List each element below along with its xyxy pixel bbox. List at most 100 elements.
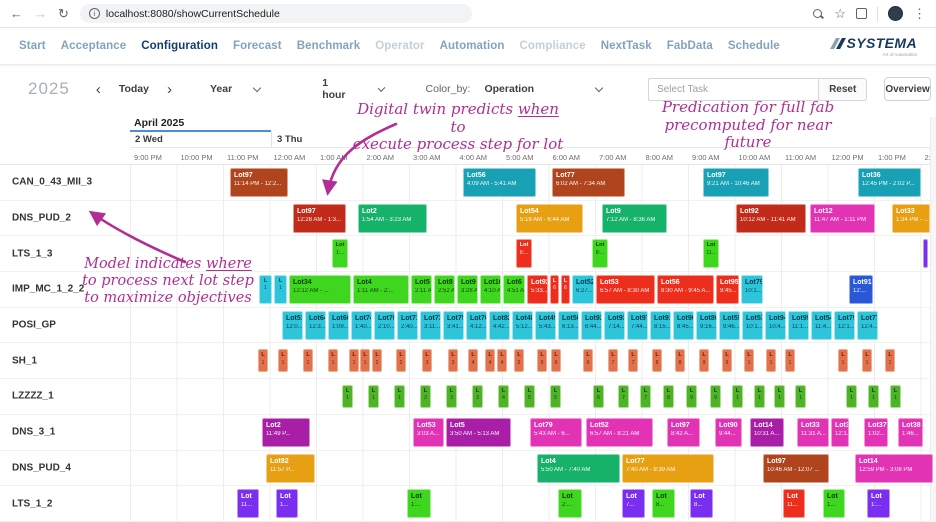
nav-item-benchmark[interactable]: Benchmark (296, 40, 361, 52)
lot-block[interactable]: Lot82 4:42... (489, 310, 510, 340)
nav-item-compliance[interactable]: Compliance (519, 40, 586, 52)
lot-block[interactable]: Lot77 12:4... (857, 310, 878, 340)
lot-block[interactable]: Lot52 6:27... (572, 275, 594, 305)
lot-block[interactable]: Lot97 8:42 A... (667, 417, 700, 447)
lot-block[interactable]: Lot 1... (823, 489, 845, 519)
lot-block[interactable]: Lot 1:... (407, 489, 431, 519)
lot-block[interactable]: Lot92 6:44... (581, 310, 602, 340)
lot-block[interactable]: Lot38 1:46... (898, 417, 923, 447)
reset-button[interactable]: Reset (818, 77, 868, 101)
lot-block[interactable]: Lot91 8:15... (650, 310, 671, 340)
lot-block[interactable]: Lot71 2:40... (397, 310, 418, 340)
lot-block[interactable]: Lot12 11:47 AM - 1:11 PM (810, 203, 875, 233)
lot-block[interactable]: Lot5 3:50 AM - 5:13 AM (446, 417, 511, 447)
lot-block[interactable]: Lot77 6:02 AM - 7:34 AM (552, 168, 625, 197)
lot-block[interactable]: Lot 8:... (592, 239, 608, 269)
lot-block[interactable]: Lot80 9:16... (696, 310, 717, 340)
lot-block[interactable]: Lot2 1:54 AM - 3:23 AM (358, 203, 427, 233)
lot-block[interactable]: Lot53 6:57 AM - 8:30 AM (596, 275, 655, 305)
forward-icon[interactable]: → (34, 6, 47, 21)
nav-item-forecast[interactable]: Forecast (232, 40, 282, 52)
bookmark-star-icon[interactable]: ☆ (834, 6, 846, 21)
lot-block[interactable]: Lot79 5:43 AM - 6... (530, 417, 582, 447)
lot-block[interactable]: Lot66 1:09... (328, 310, 349, 340)
lot-block[interactable]: Lot3612:1... (831, 417, 849, 447)
lot-block[interactable]: Lot92 10:12 AM - 11:41 AM (736, 203, 806, 233)
nav-item-fabdata[interactable]: FabData (666, 40, 713, 52)
lot-block[interactable]: Lot90 8:45... (673, 310, 694, 340)
lot-block[interactable]: Lot2 11:49 P... (262, 417, 310, 447)
address-bar[interactable]: i localhost:8080/showCurrentSchedule (79, 4, 472, 23)
nav-item-nexttask[interactable]: NextTask (600, 40, 652, 52)
next-icon[interactable]: › (166, 80, 172, 98)
lot-block[interactable] (923, 239, 928, 269)
lot-block[interactable]: Lot50 6:13... (558, 310, 579, 340)
reload-icon[interactable]: ↻ (58, 6, 69, 21)
lot-block[interactable]: Lot34 12:12 AM - ... (289, 275, 351, 305)
lot-block[interactable]: Lot54 11:4... (811, 310, 832, 340)
nav-item-acceptance[interactable]: Acceptance (60, 40, 127, 52)
interval-select[interactable]: 1 hour (322, 77, 385, 101)
lot-block[interactable]: Lot70 2:10... (374, 310, 395, 340)
lot-block[interactable]: Lot75 3:41... (443, 310, 464, 340)
lot-block[interactable]: Lot4 5:50 AM - 7:40 AM (537, 453, 620, 483)
lot-block[interactable]: Lot93 7:14... (604, 310, 625, 340)
lot-block[interactable]: Lot90 9:44... (715, 417, 742, 447)
lot-block[interactable]: Lot74 1:40... (351, 310, 372, 340)
lot-block[interactable]: Lot97 12:28 AM - 1:3... (293, 203, 346, 233)
page-info-icon[interactable]: i (88, 8, 100, 19)
lot-block[interactable]: Lot79 10:1... (741, 275, 763, 305)
lot-block[interactable]: Lot 11... (703, 239, 719, 269)
vertical-scrollbar[interactable] (930, 117, 936, 522)
color-by-select[interactable]: Operation (484, 83, 604, 95)
lot-block[interactable]: Lot97 11:14 PM - 12:2... (230, 168, 288, 197)
lot-block[interactable]: Lot4 1:11 AM - 2:... (353, 275, 409, 305)
nav-item-operator[interactable]: Operator (375, 40, 425, 52)
lot-block[interactable]: Lot52 6:57 AM - 8:21 AM (586, 417, 653, 447)
lot-block[interactable]: Lot92 5:33... (527, 275, 548, 305)
lot-block[interactable]: Lot91 12:... (849, 275, 873, 305)
lot-block[interactable]: Lot36 12:45 PM - 2:02 P... (858, 168, 921, 197)
lot-block[interactable]: Lot97 9:21 AM - 10:46 AM (703, 168, 769, 197)
lot-block[interactable]: Lot37 1:02... (864, 417, 888, 447)
lot-block[interactable]: Lot 1:... (332, 239, 348, 269)
lot-block[interactable]: Lot82 11:57 P... (266, 453, 315, 483)
lot-block[interactable]: Lot48 5:12... (512, 310, 533, 340)
lot-block[interactable]: Lot95 11:1... (788, 310, 809, 340)
